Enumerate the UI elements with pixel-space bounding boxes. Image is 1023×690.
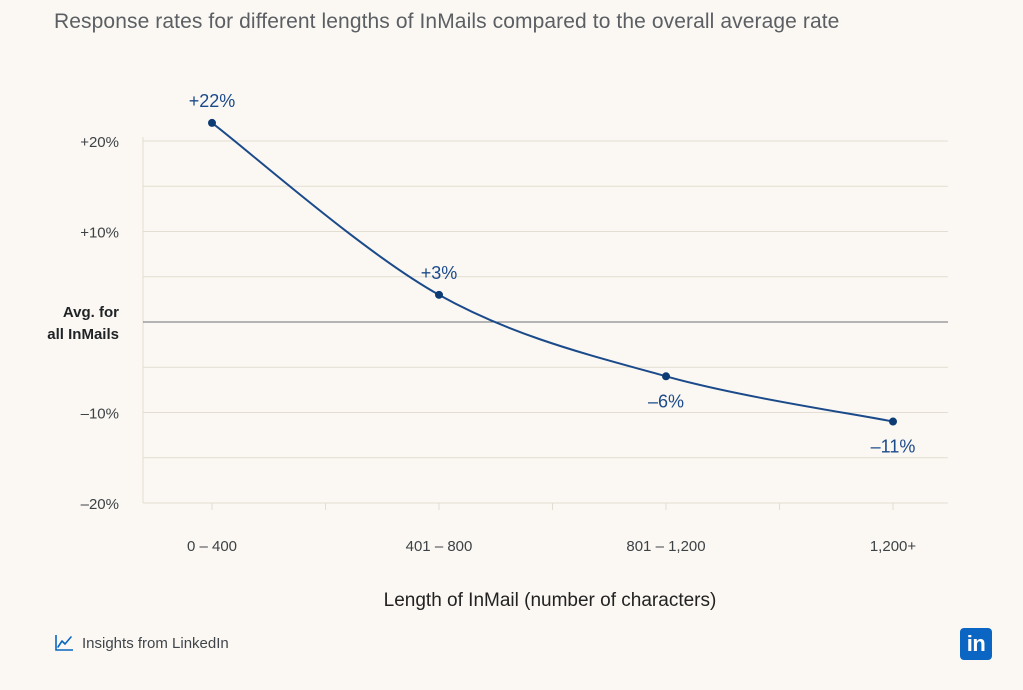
data-label: +3%: [421, 263, 458, 283]
line-chart-icon: [54, 634, 74, 652]
footer-text: Insights from LinkedIn: [82, 634, 229, 652]
data-label: +22%: [189, 91, 236, 111]
data-point: [889, 417, 897, 426]
data-label: –6%: [648, 391, 684, 411]
average-line-label: all InMails: [47, 326, 119, 343]
x-tick-label: 1,200+: [870, 538, 917, 555]
y-tick-label: +20%: [80, 134, 119, 151]
data-point: [435, 290, 443, 299]
data-label: –11%: [871, 437, 916, 457]
linkedin-logo-icon: in: [960, 628, 992, 660]
chart-title: Response rates for different lengths of …: [54, 10, 840, 33]
x-tick-label: 0 – 400: [187, 538, 237, 555]
data-point: [662, 372, 670, 381]
footer: Insights from LinkedIn: [54, 634, 229, 652]
x-tick-label: 401 – 800: [406, 538, 473, 555]
y-tick-label: +10%: [80, 225, 119, 242]
data-point: [208, 118, 216, 127]
x-axis-label: Length of InMail (number of characters): [383, 590, 717, 611]
series-line: [211, 122, 894, 423]
y-tick-label: –20%: [81, 496, 119, 513]
x-tick-label: 801 – 1,200: [626, 538, 705, 555]
y-tick-label: –10%: [81, 406, 119, 423]
average-line-label: Avg. for: [63, 304, 119, 321]
